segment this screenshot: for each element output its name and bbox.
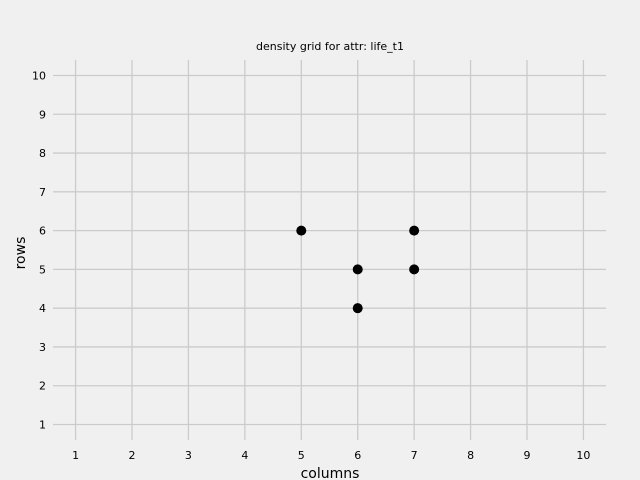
x-axis-label: columns [301,466,360,480]
x-tick-label: 1 [72,449,79,462]
y-tick-labels: 1 2 3 4 5 6 7 8 9 10 [32,70,46,432]
y-tick-label: 7 [39,186,46,199]
grid-lines [53,60,606,440]
x-tick-label: 10 [576,449,590,462]
y-tick-label: 4 [39,302,46,315]
y-tick-label: 5 [39,263,46,276]
y-tick-label: 3 [39,341,46,354]
data-point [409,264,420,275]
x-tick-label: 4 [241,449,248,462]
data-point [296,225,307,236]
y-axis-label: rows [13,237,29,270]
y-tick-label: 9 [39,108,46,121]
y-tick-label: 6 [39,225,46,238]
x-tick-label: 6 [354,449,361,462]
chart-title: density grid for attr: life_t1 [256,40,404,53]
data-point [352,264,363,275]
data-point [409,225,420,236]
x-tick-label: 5 [298,449,305,462]
x-tick-label: 7 [411,449,418,462]
x-tick-label: 2 [129,449,136,462]
data-point [352,303,363,314]
x-tick-labels: 1 2 3 4 5 6 7 8 9 10 [72,449,590,462]
y-tick-label: 8 [39,147,46,160]
x-tick-label: 3 [185,449,192,462]
y-tick-label: 1 [39,418,46,431]
y-tick-label: 10 [32,70,46,83]
x-tick-label: 9 [524,449,531,462]
x-tick-label: 8 [467,449,474,462]
y-tick-label: 2 [39,380,46,393]
data-points [296,225,420,314]
